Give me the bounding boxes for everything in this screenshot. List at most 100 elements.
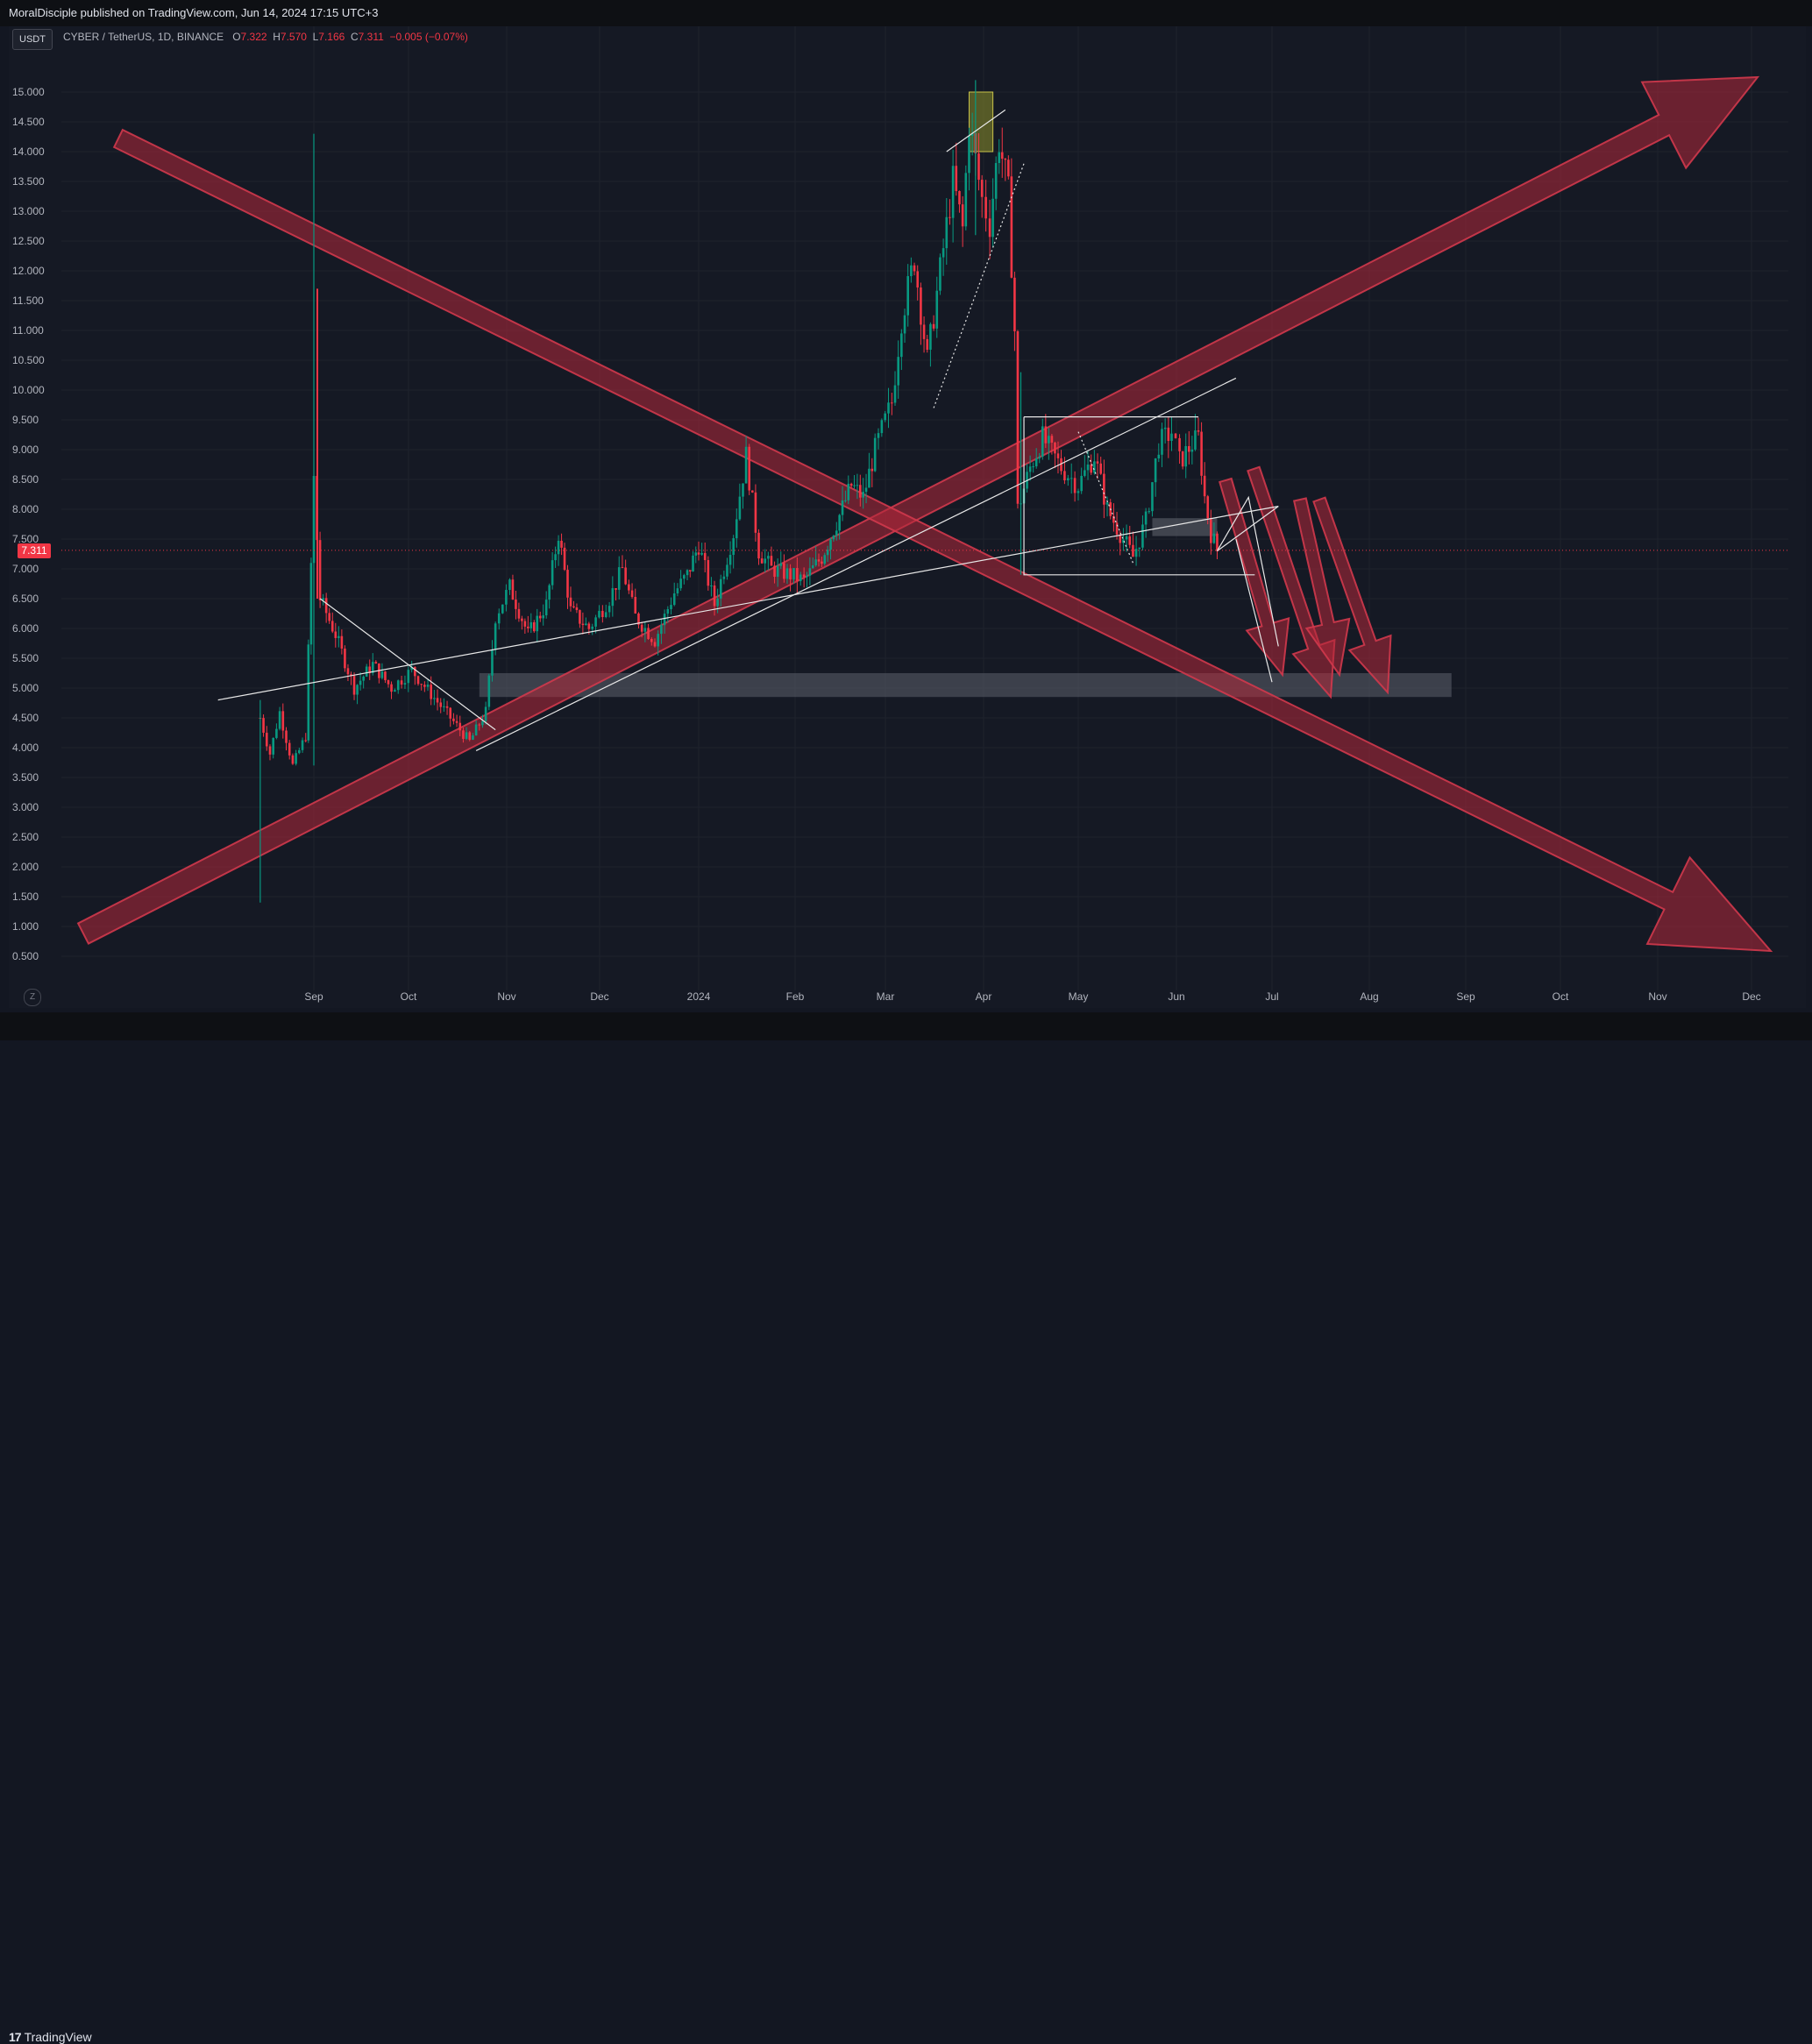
candle-body xyxy=(390,684,393,692)
y-tick-label: 13.000 xyxy=(12,205,45,217)
x-tick-label: Aug xyxy=(1360,990,1379,1003)
candle-body xyxy=(877,433,880,438)
candle-body xyxy=(821,561,823,564)
candle-body xyxy=(991,198,994,238)
candle-body xyxy=(757,532,760,559)
candle-body xyxy=(554,554,557,561)
candle-body xyxy=(634,597,637,614)
candle-body xyxy=(1203,475,1206,497)
candle-body xyxy=(964,173,968,227)
y-tick-label: 5.500 xyxy=(12,652,39,664)
candle-body xyxy=(679,578,682,589)
candle-body xyxy=(932,323,935,329)
candle-body xyxy=(945,216,949,249)
x-tick-label: Sep xyxy=(1456,990,1475,1003)
candle-body xyxy=(1187,446,1190,452)
candle-body xyxy=(536,615,539,632)
candle-body xyxy=(262,718,265,733)
candle-body xyxy=(384,671,387,681)
high-label: H xyxy=(273,31,281,43)
candle-body xyxy=(1134,549,1138,557)
candle-body xyxy=(884,413,886,421)
candle-body xyxy=(1148,511,1151,513)
candle-body xyxy=(465,732,468,739)
y-tick-label: 9.500 xyxy=(12,414,39,426)
candle-body xyxy=(1067,478,1069,481)
currency-unit-button[interactable]: USDT xyxy=(12,29,53,50)
open-label: O xyxy=(232,31,241,43)
candle-body xyxy=(692,555,694,571)
candle-body xyxy=(650,638,653,642)
candle-body xyxy=(491,649,494,676)
y-tick-label: 13.500 xyxy=(12,175,45,188)
candle-body xyxy=(566,570,569,598)
candle-body xyxy=(770,556,773,566)
tradingview-brand-name: TradingView xyxy=(24,2030,92,2044)
candle-body xyxy=(560,540,563,548)
zoom-button[interactable]: Z xyxy=(24,989,41,1006)
y-tick-label: 14.500 xyxy=(12,116,45,128)
candle-body xyxy=(581,623,585,626)
x-tick-label: Oct xyxy=(400,990,417,1003)
x-tick-label: Nov xyxy=(497,990,516,1003)
candle-body xyxy=(517,608,521,619)
candle-body xyxy=(955,166,958,191)
y-tick-label: 9.000 xyxy=(12,444,39,456)
candle-body xyxy=(703,552,707,561)
candle-body xyxy=(1013,277,1016,332)
candle-body xyxy=(478,724,481,726)
tradingview-logo-icon: 17 xyxy=(9,2030,22,2044)
candle-body xyxy=(324,598,328,614)
candle-body xyxy=(621,567,624,569)
candle-body xyxy=(916,271,920,287)
candle-body xyxy=(1216,533,1219,551)
candle-body xyxy=(1073,478,1077,493)
candle-body xyxy=(309,563,313,645)
candle-body xyxy=(443,706,445,707)
y-tick-label: 6.000 xyxy=(12,622,39,635)
candle-body xyxy=(301,740,304,750)
candle-body xyxy=(523,621,527,627)
y-tick-label: 8.500 xyxy=(12,473,39,486)
x-tick-label: Feb xyxy=(785,990,805,1003)
candle-body xyxy=(742,483,744,497)
y-tick-label: 14.000 xyxy=(12,145,45,158)
candle-body xyxy=(505,590,508,605)
candle-body xyxy=(569,597,572,607)
candle-body xyxy=(660,625,663,635)
candle-body xyxy=(1105,502,1109,505)
x-tick-label: Dec xyxy=(1742,990,1761,1003)
x-tick-label: Dec xyxy=(590,990,609,1003)
chart-panel[interactable] xyxy=(9,26,1806,1008)
candle-body xyxy=(951,166,955,218)
price-chart-svg[interactable] xyxy=(9,26,1806,1008)
candle-body xyxy=(796,568,799,582)
candle-body xyxy=(728,555,732,565)
candle-body xyxy=(374,662,378,664)
candle-body xyxy=(893,385,897,403)
candle-body xyxy=(352,676,356,695)
candle-body xyxy=(1028,466,1032,472)
candle-body xyxy=(1010,176,1013,278)
candle-body xyxy=(1096,461,1099,464)
candle-body xyxy=(829,539,832,550)
candle-body xyxy=(870,468,874,472)
channel-line xyxy=(1077,431,1133,564)
publish-header-bar: MoralDisciple published on TradingView.c… xyxy=(0,0,1812,26)
candle-body xyxy=(365,666,368,677)
y-tick-label: 7.000 xyxy=(12,563,39,575)
candle-body xyxy=(657,634,659,647)
candle-body xyxy=(653,642,657,647)
candle-body xyxy=(773,565,776,578)
projection-arrow-3 xyxy=(1292,497,1351,678)
candle-body xyxy=(913,265,916,272)
candle-body xyxy=(1112,515,1115,523)
candle-body xyxy=(1197,430,1200,432)
candle-body xyxy=(484,706,487,721)
candle-body xyxy=(630,590,634,598)
x-tick-label: May xyxy=(1068,990,1089,1003)
candle-body xyxy=(1181,451,1184,467)
candle-body xyxy=(529,621,533,628)
candle-body xyxy=(304,740,308,742)
projection-arrow-2 xyxy=(1247,465,1336,699)
